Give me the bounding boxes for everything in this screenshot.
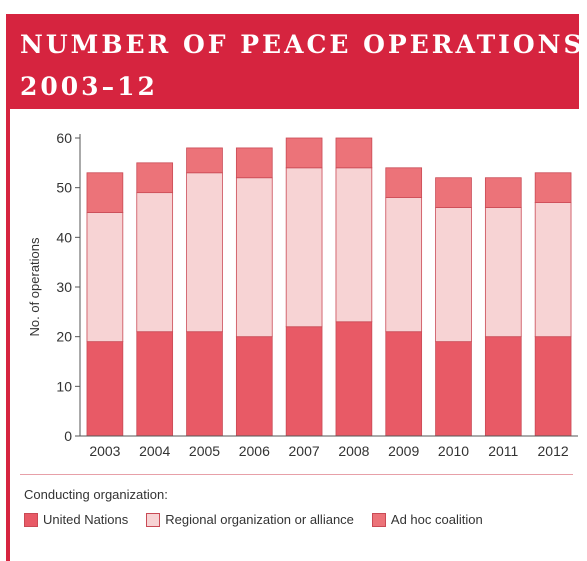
bar-segment [285, 326, 323, 437]
title-banner [6, 14, 579, 109]
y-tick-label: 50 [56, 180, 72, 196]
bar-segment [435, 177, 472, 208]
legend-item: United Nations [24, 512, 128, 527]
x-tick-label: 2004 [139, 443, 170, 459]
x-tick-label: 2006 [239, 443, 270, 459]
bar-segment [235, 177, 273, 338]
legend-label: United Nations [43, 512, 129, 527]
legend-label: Ad hoc coalition [390, 512, 483, 527]
bar-segment [484, 177, 522, 208]
bar-group [86, 137, 572, 437]
legend-title: Conducting organization: [24, 487, 168, 502]
legend: United Nations Regional organization or a… [24, 512, 483, 527]
legend-swatch [371, 512, 386, 527]
legend-item: Regional organization or alliance [146, 512, 354, 527]
x-tick-label: 2005 [189, 443, 220, 459]
y-tick-label: 10 [56, 378, 72, 394]
bar-segment [435, 341, 472, 437]
bar-segment [385, 331, 423, 437]
bar-segment [335, 321, 373, 437]
bar-segment [186, 331, 223, 437]
bar-segment [136, 192, 174, 333]
legend-swatch [146, 512, 161, 527]
legend-divider [20, 474, 573, 475]
bar-segment [186, 172, 223, 333]
x-tick-label: 2003 [89, 443, 120, 459]
bar-segment [534, 202, 572, 338]
x-tick-label: 2009 [388, 443, 419, 459]
x-tick-label: 2010 [438, 443, 469, 459]
x-tick-label: 2007 [289, 443, 320, 459]
bar-segment [484, 207, 522, 338]
y-tick-label: 40 [56, 229, 72, 245]
bar-segment [335, 167, 373, 323]
bar-segment [186, 147, 223, 174]
y-tick-label: 20 [56, 329, 72, 345]
bar-segment [435, 207, 472, 343]
bar-segment [335, 137, 373, 169]
bar-segment [136, 331, 174, 437]
y-tick-label: 60 [56, 130, 72, 146]
y-axis: 0 10 20 30 40 50 60 [56, 130, 81, 444]
bar-segment [385, 167, 423, 199]
y-tick-label: 0 [64, 428, 72, 444]
x-tick-label: 2008 [338, 443, 369, 459]
bar-segment [86, 341, 124, 437]
legend-swatch [24, 512, 38, 527]
bar-segment [86, 172, 124, 213]
y-tick-label: 30 [56, 279, 72, 295]
bar-segment [86, 212, 124, 343]
chart-title-line-2: 2003–12 [20, 72, 158, 101]
bar-segment [235, 147, 273, 179]
x-tick-label: 2012 [538, 443, 569, 459]
chart-title-line-1: NUMBER OF PEACE OPERATIONS, [20, 30, 587, 59]
legend-label: Regional organization or alliance [165, 512, 354, 527]
y-axis-title: No. of operations [27, 237, 42, 337]
panel-left-border [6, 14, 10, 561]
x-axis: 2003 2004 2005 2006 2007 2008 2009 2010 2011 2012 [80, 435, 578, 459]
bar-segment [285, 167, 323, 328]
bar-segment [534, 336, 572, 437]
bar-segment [484, 336, 522, 437]
bar-segment [285, 137, 323, 169]
bar-segment [235, 336, 273, 437]
bar-segment [136, 162, 174, 194]
bar-segment [385, 197, 423, 333]
bar-segment [534, 172, 572, 203]
x-tick-label: 2011 [488, 443, 518, 459]
legend-item: Ad hoc coalition [371, 512, 483, 527]
